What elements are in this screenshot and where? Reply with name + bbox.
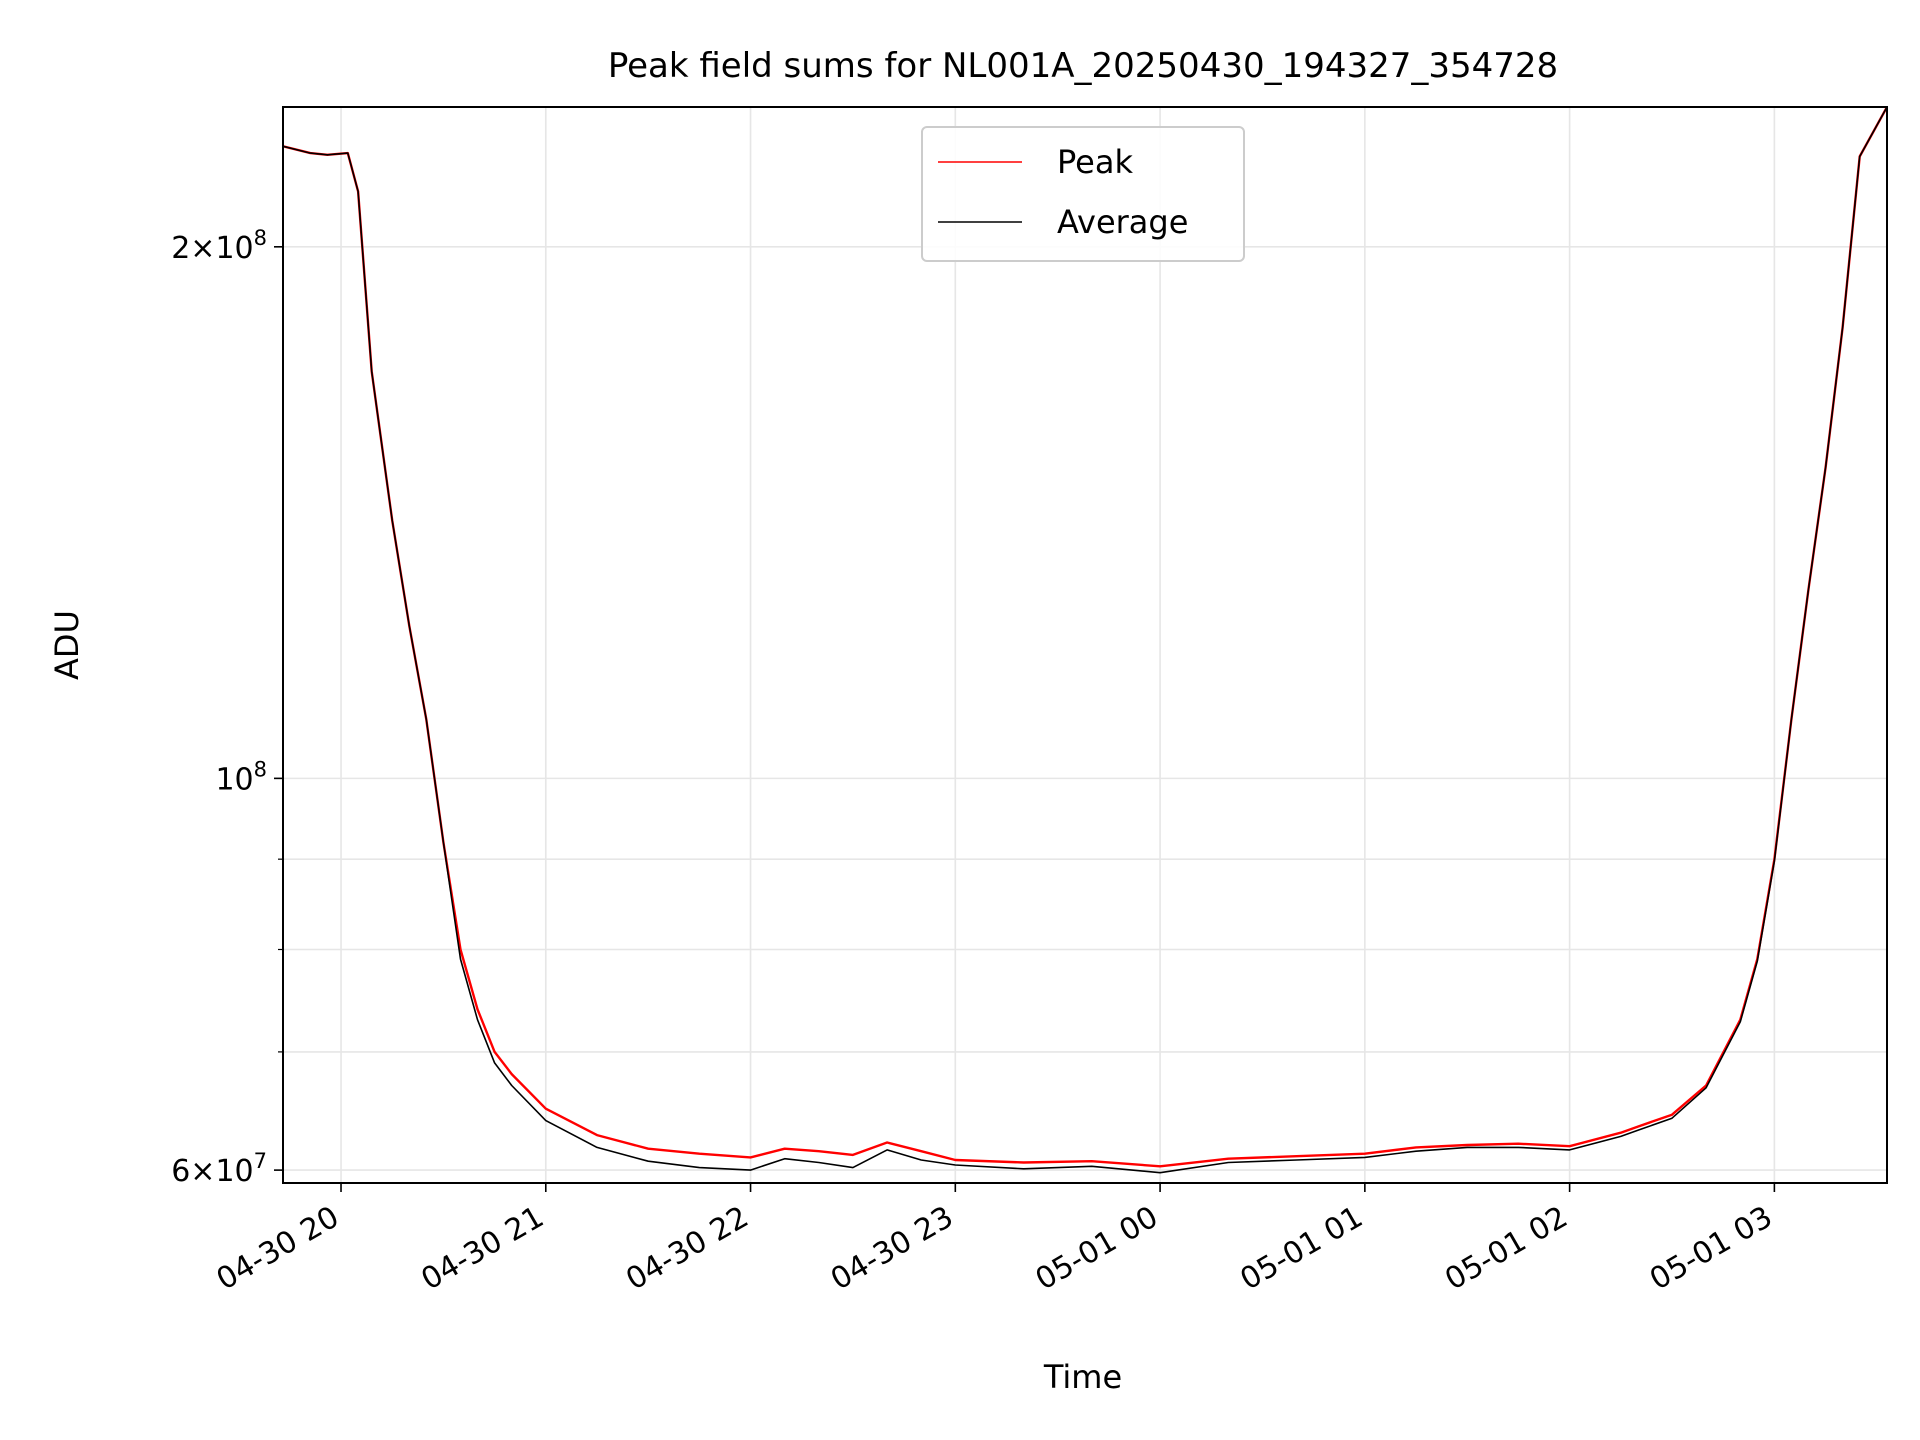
legend-box (921, 126, 1245, 262)
legend-label-average: Average (1057, 203, 1188, 241)
y-tick-label: 6×107 (171, 1149, 267, 1189)
plot-frame (282, 106, 1888, 1184)
series-line-average (283, 107, 1887, 1174)
series-layer (283, 107, 1887, 1174)
y-axis-label: ADU (48, 610, 86, 680)
y-axis-ticks: 6×107 108 2×108 (171, 226, 283, 1189)
legend-label-peak: Peak (1057, 143, 1133, 181)
chart-title: Peak field sums for NL001A_20250430_1943… (608, 46, 1558, 86)
legend: Peak Average (921, 126, 1245, 262)
y-tick-label: 108 (215, 757, 267, 797)
y-tick-label: 2×108 (171, 226, 267, 266)
x-axis-label: Time (1043, 1358, 1122, 1396)
